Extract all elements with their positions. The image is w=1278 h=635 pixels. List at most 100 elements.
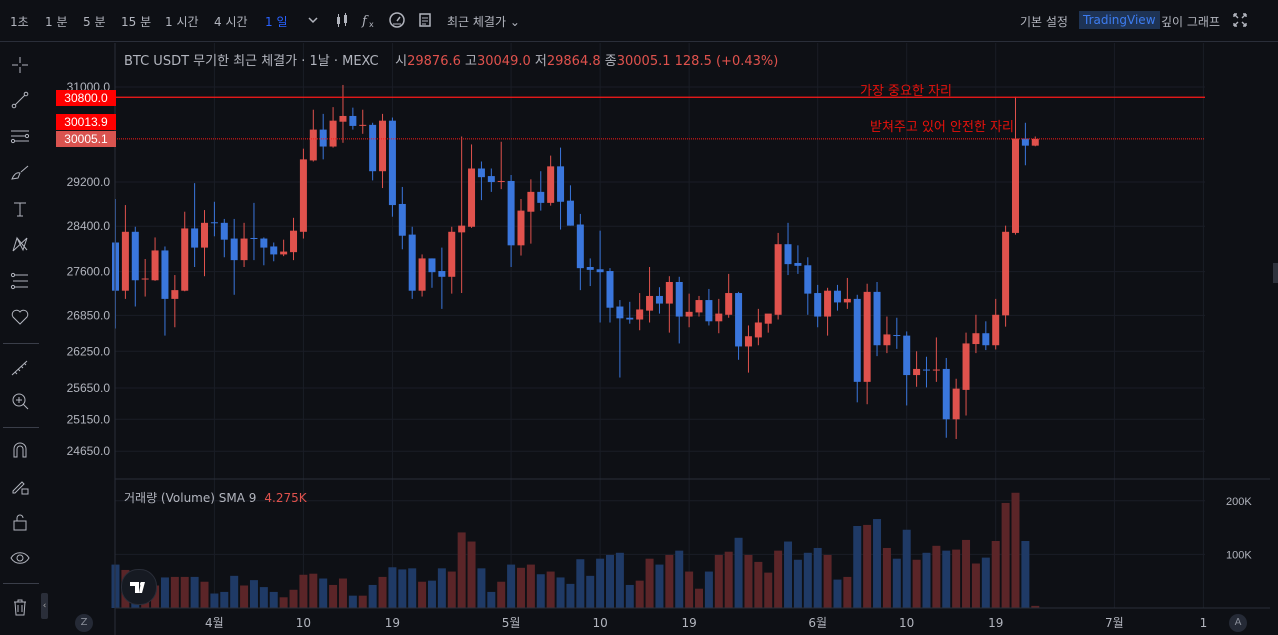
drawing-toolbar <box>0 43 40 635</box>
candle-up <box>715 313 723 322</box>
volume-bar <box>566 583 575 608</box>
crosshair-icon[interactable] <box>10 55 30 75</box>
pattern-icon[interactable] <box>10 234 30 254</box>
time-tick-label: 19 <box>988 616 1003 630</box>
candles-icon[interactable] <box>333 11 351 29</box>
price-type-dropdown[interactable]: 최근 체결가 ⌄ <box>447 13 520 30</box>
trash-icon[interactable] <box>10 597 30 617</box>
price-type-label: 최근 체결가 <box>447 15 507 29</box>
unlock-icon[interactable] <box>10 512 30 532</box>
chevron-down-icon[interactable] <box>304 11 322 29</box>
zoom-in-icon[interactable] <box>10 391 30 411</box>
volume-bar <box>902 529 911 608</box>
volume-bar <box>714 554 723 608</box>
magnet-icon[interactable] <box>10 440 30 460</box>
parallel-lines-icon[interactable] <box>10 126 30 146</box>
volume-bar <box>695 588 704 608</box>
document-icon[interactable] <box>416 11 434 29</box>
candle-up <box>824 290 832 317</box>
volume-bar <box>516 567 525 608</box>
basic-settings-button[interactable]: 기본 설정 <box>1020 15 1068 29</box>
candle-down <box>794 262 802 266</box>
chevron-down-icon: ⌄ <box>509 15 520 29</box>
candle-down <box>982 333 990 346</box>
candle-up <box>240 238 248 261</box>
candle-up <box>1011 138 1019 233</box>
volume-bar <box>962 539 971 608</box>
candle-down <box>210 222 218 224</box>
volume-bar <box>754 561 763 608</box>
candle-up <box>141 278 149 280</box>
collapse-toolbar-button[interactable]: ‹ <box>41 593 48 619</box>
volume-bar <box>606 554 614 608</box>
volume-bar <box>586 575 595 608</box>
timeframe-1d[interactable]: 1 일 <box>265 15 288 29</box>
heart-icon[interactable] <box>10 307 30 327</box>
svg-text:x: x <box>369 20 374 29</box>
timeframe-1h[interactable]: 1 시간 <box>165 15 199 29</box>
depth-chart-button[interactable]: 깊이 그래프 <box>1161 15 1221 29</box>
brush-icon[interactable] <box>10 162 30 182</box>
auto-scale-button[interactable]: A <box>1229 614 1247 632</box>
time-tick-label: 19 <box>681 616 696 630</box>
zoom-reset-button[interactable]: Z <box>75 614 93 632</box>
scrollbar[interactable] <box>1273 263 1278 283</box>
timeframe-4h[interactable]: 4 시간 <box>214 15 248 29</box>
candle-up <box>121 231 129 291</box>
candle-down <box>942 368 950 420</box>
symbol-legend: BTC USDT 무기한 최근 체결가 · 1날 · MEXC 시29876.6… <box>124 50 778 69</box>
annotation-support[interactable]: 받쳐주고 있어 안전한 자리 <box>870 120 1014 135</box>
tradingview-logo[interactable] <box>121 569 157 605</box>
time-tick-label: 1 <box>1200 616 1208 630</box>
candle-down <box>260 238 268 248</box>
volume-bar <box>665 554 674 608</box>
candle-up <box>458 225 466 233</box>
time-tick-label: 10 <box>899 616 914 630</box>
volume-bar <box>279 597 288 608</box>
candle-down <box>606 271 614 308</box>
candle-down <box>833 290 841 303</box>
timeframe-1m[interactable]: 1 분 <box>45 15 68 29</box>
timeframe-15m[interactable]: 15 분 <box>121 15 152 29</box>
candle-up <box>972 333 980 345</box>
candle-up <box>1031 138 1039 146</box>
price-tick-label: 26850.0 <box>67 308 111 322</box>
text-icon[interactable] <box>10 199 30 219</box>
volume-bar <box>942 550 951 608</box>
candle-down <box>853 298 861 382</box>
volume-bar <box>863 524 872 608</box>
candle-up <box>280 251 288 255</box>
timeframe-1s[interactable]: 1초 <box>10 15 29 29</box>
annotation-most-important[interactable]: 가장 중요한 자리 <box>860 84 952 99</box>
lock-drawing-icon[interactable] <box>10 476 30 496</box>
ruler-icon[interactable] <box>10 358 30 378</box>
candle-up <box>151 250 159 281</box>
time-tick-label: 6월 <box>808 616 827 630</box>
volume-bar <box>427 580 436 608</box>
fullscreen-icon[interactable] <box>1231 11 1249 29</box>
candle-up <box>764 313 772 324</box>
high-label: 고 <box>465 54 477 69</box>
forecast-icon[interactable] <box>10 271 30 291</box>
volume-bar <box>378 576 387 608</box>
timeframe-5m[interactable]: 5 분 <box>83 15 106 29</box>
volume-bar <box>1031 605 1040 608</box>
volume-bar <box>398 569 407 608</box>
candle-down <box>576 224 584 269</box>
volume-bar <box>368 584 377 608</box>
volume-bar <box>487 591 496 608</box>
divider <box>3 583 39 584</box>
eye-icon[interactable] <box>10 548 30 568</box>
volume-bar <box>635 580 644 608</box>
volume-bar <box>853 525 862 608</box>
candle-up <box>843 298 851 303</box>
tradingview-button[interactable]: TradingView <box>1079 11 1160 29</box>
volume-bar <box>892 558 901 608</box>
gauge-icon[interactable] <box>388 11 406 29</box>
volume-bar <box>645 558 654 608</box>
volume-bar <box>774 550 783 608</box>
trendline-icon[interactable] <box>10 90 30 110</box>
volume-bar <box>843 576 852 608</box>
